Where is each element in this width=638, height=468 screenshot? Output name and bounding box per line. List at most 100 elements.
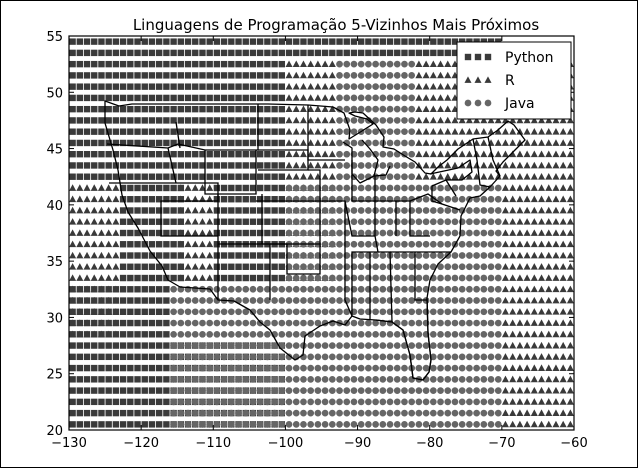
point-java: [437, 184, 444, 192]
point-python: [199, 94, 206, 102]
point-java: [473, 184, 480, 192]
point-java: [213, 330, 221, 338]
point-java: [292, 342, 300, 349]
point-r: [458, 150, 466, 158]
point-java: [220, 421, 228, 428]
point-python: [213, 94, 221, 102]
point-r: [559, 229, 567, 236]
point-r: [105, 319, 113, 326]
point-python: [343, 38, 350, 45]
point-r: [191, 218, 199, 225]
point-python: [91, 60, 98, 68]
point-java: [422, 184, 430, 192]
point-python: [141, 409, 148, 417]
point-java: [422, 308, 430, 316]
point-python: [271, 196, 278, 203]
point-java: [220, 353, 228, 361]
point-r: [177, 240, 185, 248]
point-python: [141, 331, 148, 338]
point-java: [386, 409, 394, 417]
point-r: [90, 296, 98, 304]
point-r: [76, 229, 84, 236]
point-r: [559, 139, 567, 146]
point-java: [307, 375, 315, 383]
point-java: [473, 285, 480, 293]
point-java: [401, 139, 408, 147]
point-python: [98, 72, 105, 79]
point-r: [509, 150, 517, 158]
point-java: [321, 218, 329, 226]
point-java: [365, 218, 372, 226]
point-java: [357, 94, 365, 102]
point-r: [97, 308, 105, 315]
point-python: [155, 139, 163, 147]
point-python: [271, 49, 278, 57]
point-r: [437, 150, 445, 158]
point-r: [299, 139, 307, 146]
point-r: [523, 139, 531, 146]
point-java: [227, 308, 235, 316]
point-r: [516, 319, 524, 326]
point-python: [148, 331, 156, 338]
point-python: [91, 353, 98, 361]
point-python: [141, 151, 148, 158]
point-python: [98, 376, 105, 383]
point-python: [242, 60, 249, 68]
point-java: [321, 240, 329, 248]
point-java: [220, 375, 228, 383]
point-java: [408, 173, 416, 181]
point-r: [516, 341, 524, 349]
point-r: [523, 195, 531, 203]
point-r: [76, 195, 84, 203]
point-python: [105, 342, 112, 349]
point-r: [552, 420, 560, 428]
point-python: [105, 60, 112, 68]
point-java: [357, 330, 365, 338]
point-python: [379, 38, 387, 45]
point-java: [422, 319, 430, 327]
point-java: [249, 387, 257, 394]
point-python: [105, 353, 112, 361]
point-r: [184, 274, 192, 281]
point-java: [415, 421, 423, 428]
point-java: [343, 421, 351, 428]
point-r: [516, 150, 524, 158]
point-java: [379, 240, 387, 248]
point-python: [192, 94, 199, 102]
point-java: [451, 263, 459, 271]
point-r: [552, 195, 560, 203]
point-python: [155, 117, 163, 124]
point-r: [552, 319, 560, 326]
point-java: [227, 409, 235, 417]
point-java: [408, 398, 416, 406]
point-r: [83, 319, 91, 326]
point-python: [401, 38, 408, 45]
point-java: [264, 342, 271, 349]
point-java: [256, 297, 264, 304]
point-r: [566, 386, 574, 394]
point-python: [69, 173, 76, 180]
point-r: [538, 251, 546, 259]
point-java: [480, 421, 488, 428]
point-python: [213, 60, 221, 68]
point-r: [523, 184, 531, 191]
point-java: [494, 353, 502, 361]
point-r: [509, 330, 517, 338]
point-java: [393, 330, 401, 338]
point-r: [538, 308, 546, 315]
point-java: [466, 319, 473, 327]
point-python: [127, 241, 134, 248]
point-java: [350, 398, 358, 406]
point-r: [105, 285, 113, 293]
point-python: [242, 184, 249, 192]
y-tick-label: 50: [46, 86, 63, 101]
point-java: [199, 285, 206, 293]
point-java: [307, 353, 315, 361]
point-r: [566, 195, 574, 203]
point-java: [415, 387, 423, 394]
point-java: [408, 308, 416, 316]
point-java: [343, 83, 351, 91]
point-python: [163, 421, 170, 428]
point-python: [249, 252, 257, 259]
